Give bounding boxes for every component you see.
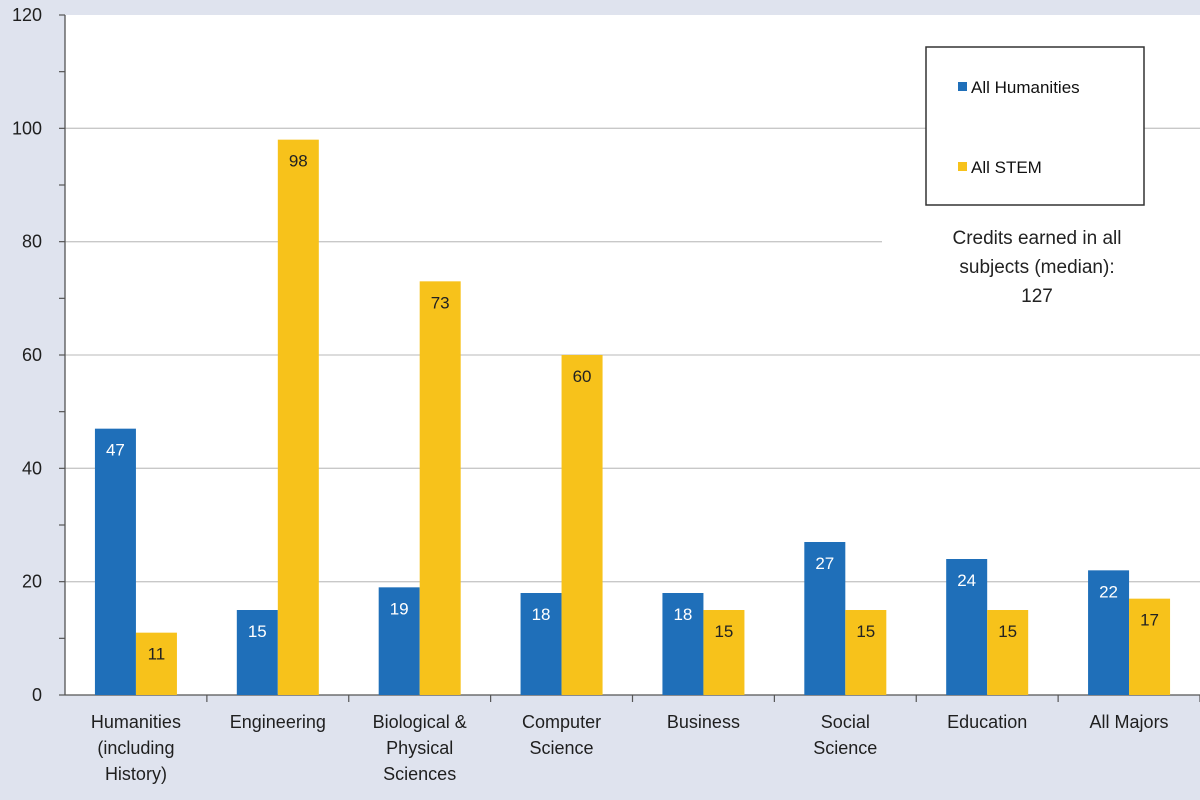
- data-label-stem-business: 15: [714, 622, 733, 641]
- legend-label-humanities: All Humanities: [971, 78, 1080, 97]
- annotation-line-3: 127: [1021, 286, 1053, 307]
- y-tick-label-60: 60: [22, 345, 42, 365]
- x-category-label-social-science: Social Science: [813, 712, 877, 758]
- legend-box: [925, 46, 1145, 206]
- y-tick-label-0: 0: [32, 685, 42, 705]
- y-tick-label-120: 120: [12, 5, 42, 25]
- legend: All Humanities All STEM: [925, 46, 1145, 206]
- gridlines: [65, 127, 1200, 583]
- x-category-label-engineering: Engineering: [230, 712, 326, 732]
- bar-humanities-social-science: [804, 542, 846, 695]
- x-category-label-biological-physical-sciences: Biological & Physical Sciences: [373, 712, 467, 784]
- data-label-stem-computer-science: 60: [573, 367, 592, 386]
- bar-stem-engineering: [277, 139, 319, 695]
- data-label-stem-engineering: 98: [289, 152, 308, 171]
- bar-stem-computer-science: [561, 355, 603, 695]
- x-category-label-education: Education: [947, 712, 1027, 732]
- bar-humanities-biological-physical-sciences: [378, 587, 420, 695]
- legend-swatch-stem: [958, 162, 967, 171]
- bar-stem-social-science: [845, 610, 887, 695]
- bar-stem-all-majors: [1129, 598, 1171, 695]
- annotation-line-1: Credits earned in all: [953, 228, 1122, 249]
- x-category-label-business: Business: [667, 712, 740, 732]
- bar-stem-business: [703, 610, 745, 695]
- data-label-humanities-biological-physical-sciences: 19: [390, 599, 409, 618]
- annotation-background: [882, 210, 1200, 330]
- data-label-stem-biological-physical-sciences: 73: [431, 293, 450, 312]
- data-label-stem-social-science: 15: [856, 622, 875, 641]
- data-label-humanities-business: 18: [673, 605, 692, 624]
- data-label-stem-education: 15: [998, 622, 1017, 641]
- bar-stem-biological-physical-sciences: [419, 281, 461, 695]
- data-label-humanities-engineering: 15: [248, 622, 267, 641]
- data-label-humanities-humanities-including-history: 47: [106, 441, 125, 460]
- data-label-humanities-social-science: 27: [815, 554, 834, 573]
- y-tick-label-80: 80: [22, 232, 42, 252]
- data-label-stem-all-majors: 17: [1140, 611, 1159, 630]
- y-tick-label-100: 100: [12, 118, 42, 138]
- bar-humanities-business: [662, 593, 704, 695]
- data-label-stem-humanities-including-history: 11: [148, 645, 166, 664]
- legend-swatch-humanities: [958, 82, 967, 91]
- bars: [94, 139, 1171, 695]
- data-labels: 47 11 15 98 19 73 18 60 18 15 27 15 24 15 22 17: [106, 152, 1159, 664]
- x-category-label-all-majors: All Majors: [1090, 712, 1169, 732]
- data-label-humanities-computer-science: 18: [532, 605, 551, 624]
- annotation-line-2: subjects (median):: [959, 257, 1114, 278]
- legend-label-stem: All STEM: [971, 158, 1042, 177]
- data-label-humanities-all-majors: 22: [1099, 582, 1118, 601]
- bar-humanities-education: [946, 559, 988, 695]
- category-labels: Humanities (including History) Engineering B…: [91, 712, 1169, 784]
- x-category-label-humanities-including-history: Humanities (including History): [91, 712, 181, 784]
- bar-humanities-computer-science: [520, 593, 562, 695]
- data-label-humanities-education: 24: [957, 571, 976, 590]
- y-tick-label-20: 20: [22, 572, 42, 592]
- bar-humanities-all-majors: [1088, 570, 1130, 695]
- bar-stem-education: [987, 610, 1029, 695]
- x-category-label-computer-science: Computer Science: [522, 712, 601, 758]
- bar-humanities-humanities-including-history: [94, 428, 136, 695]
- bar-stem-humanities-including-history: [135, 632, 177, 695]
- y-tick-label-40: 40: [22, 458, 42, 478]
- bar-humanities-engineering: [236, 610, 278, 695]
